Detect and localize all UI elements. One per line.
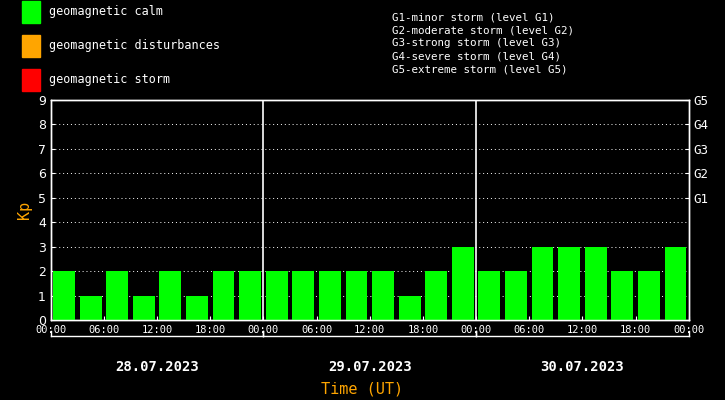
Y-axis label: Kp: Kp xyxy=(17,201,33,219)
Text: geomagnetic disturbances: geomagnetic disturbances xyxy=(49,40,220,52)
Bar xyxy=(292,271,314,320)
Text: geomagnetic calm: geomagnetic calm xyxy=(49,6,162,18)
Bar xyxy=(53,271,75,320)
Text: G1-minor storm (level G1)
G2-moderate storm (level G2)
G3-strong storm (level G3: G1-minor storm (level G1) G2-moderate st… xyxy=(392,12,573,75)
Text: 29.07.2023: 29.07.2023 xyxy=(328,360,412,374)
Bar xyxy=(239,271,261,320)
Bar xyxy=(212,271,234,320)
Bar xyxy=(452,247,473,320)
Text: geomagnetic storm: geomagnetic storm xyxy=(49,74,170,86)
Bar xyxy=(372,271,394,320)
Bar xyxy=(399,296,420,320)
Bar xyxy=(665,247,687,320)
Bar xyxy=(505,271,527,320)
Bar xyxy=(319,271,341,320)
Text: 30.07.2023: 30.07.2023 xyxy=(541,360,624,374)
Bar xyxy=(426,271,447,320)
Bar xyxy=(160,271,181,320)
Bar xyxy=(585,247,607,320)
Text: 28.07.2023: 28.07.2023 xyxy=(115,360,199,374)
Bar xyxy=(531,247,553,320)
Bar xyxy=(186,296,208,320)
Bar xyxy=(133,296,154,320)
Bar xyxy=(107,271,128,320)
Bar xyxy=(638,271,660,320)
Bar xyxy=(478,271,500,320)
Bar xyxy=(558,247,580,320)
Text: Time (UT): Time (UT) xyxy=(321,381,404,396)
Bar xyxy=(80,296,102,320)
Bar xyxy=(266,271,288,320)
Bar xyxy=(346,271,368,320)
Bar xyxy=(611,271,633,320)
